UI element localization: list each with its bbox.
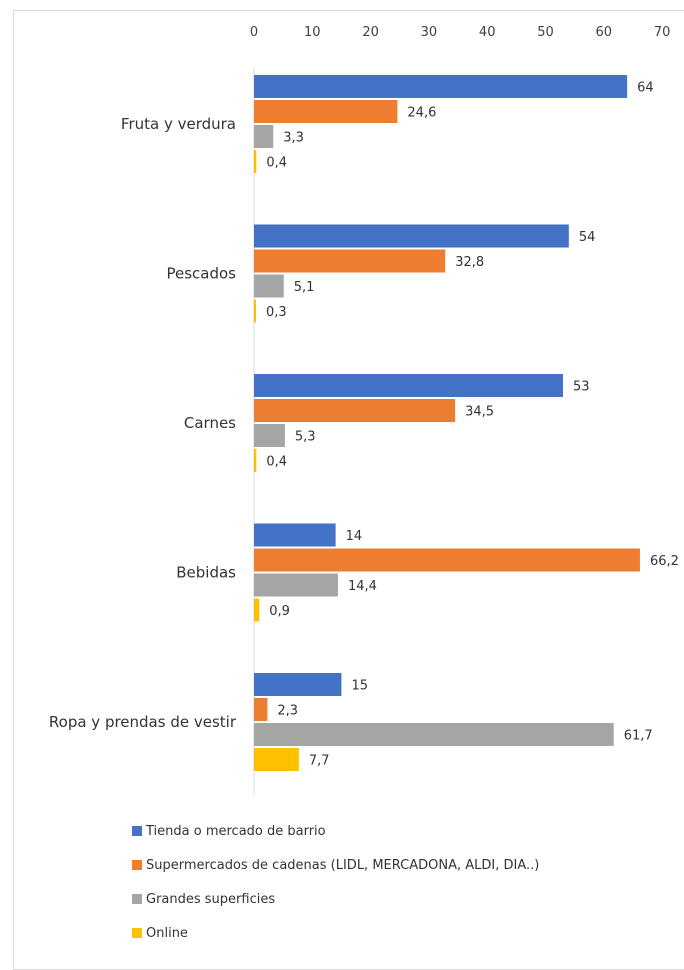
- legend-label: Supermercados de cadenas (LIDL, MERCADON…: [146, 857, 540, 873]
- legend-swatch: [132, 860, 142, 870]
- data-label: 32,8: [455, 255, 484, 270]
- legend-item: Supermercados de cadenas (LIDL, MERCADON…: [132, 856, 539, 874]
- x-tick-label: 10: [304, 25, 321, 40]
- legend-swatch: [132, 894, 142, 904]
- bar: [254, 449, 257, 472]
- data-label: 14,4: [348, 579, 377, 594]
- data-label: 0,3: [266, 305, 287, 320]
- legend-item: Tienda o mercado de barrio: [132, 822, 539, 840]
- data-label: 2,3: [277, 704, 298, 719]
- bar: [254, 424, 285, 447]
- bar: [254, 698, 268, 721]
- data-label: 15: [351, 679, 368, 694]
- x-tick-label: 0: [250, 25, 258, 40]
- category-label: Pescados: [166, 265, 236, 283]
- bar: [254, 274, 284, 298]
- legend-label: Grandes superficies: [146, 891, 276, 907]
- category-label: Carnes: [184, 414, 236, 432]
- x-tick-label: 70: [654, 25, 671, 40]
- legend-item: Grandes superficies: [132, 890, 539, 908]
- legend-swatch: [132, 826, 142, 836]
- bar: [254, 125, 274, 148]
- data-label: 0,4: [266, 455, 287, 470]
- data-label: 64: [637, 81, 654, 96]
- data-label: 5,1: [294, 280, 315, 295]
- legend-label: Tienda o mercado de barrio: [146, 823, 326, 839]
- bar: [254, 249, 446, 273]
- bar: [254, 399, 456, 422]
- legend-item: Online: [132, 924, 539, 942]
- bar: [254, 374, 563, 397]
- bar: [254, 523, 336, 547]
- legend-swatch: [132, 928, 142, 938]
- bar: [254, 548, 640, 572]
- bar: [254, 748, 299, 771]
- bar: [254, 75, 628, 98]
- x-tick-label: 20: [362, 25, 379, 40]
- data-label: 5,3: [295, 430, 316, 445]
- bar: [254, 598, 260, 622]
- bar: [254, 100, 398, 123]
- bar: [254, 573, 338, 597]
- data-label: 0,4: [266, 156, 287, 171]
- data-label: 3,3: [283, 131, 304, 146]
- x-tick-label: 50: [537, 25, 554, 40]
- data-label: 61,7: [624, 729, 653, 744]
- category-label: Fruta y verdura: [121, 115, 236, 133]
- bar: [254, 150, 257, 173]
- data-label: 7,7: [309, 754, 330, 769]
- bar: [254, 299, 256, 323]
- data-label: 53: [573, 380, 590, 395]
- data-label: 54: [579, 230, 596, 245]
- category-label: Ropa y prendas de vestir: [49, 713, 237, 731]
- data-label: 66,2: [650, 554, 679, 569]
- legend-label: Online: [146, 925, 188, 941]
- x-tick-label: 40: [479, 25, 496, 40]
- bar: [254, 673, 342, 696]
- bar: [254, 723, 614, 746]
- category-label: Bebidas: [176, 564, 236, 582]
- x-tick-label: 30: [421, 25, 438, 40]
- x-tick-label: 60: [596, 25, 613, 40]
- legend: Tienda o mercado de barrio Supermercados …: [132, 822, 539, 958]
- data-label: 34,5: [465, 405, 494, 420]
- data-label: 0,9: [269, 604, 290, 619]
- bar: [254, 224, 569, 248]
- data-label: 14: [346, 529, 363, 544]
- data-label: 24,6: [407, 106, 436, 121]
